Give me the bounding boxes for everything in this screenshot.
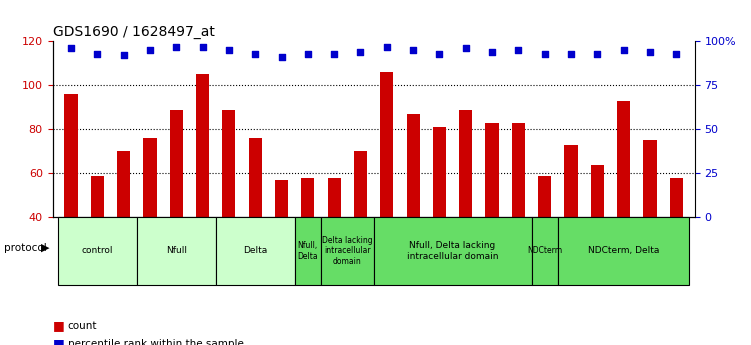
Bar [354, 151, 367, 217]
Text: ■: ■ [53, 319, 65, 333]
Point [197, 44, 209, 49]
Text: protocol: protocol [4, 243, 47, 253]
Point [407, 47, 419, 53]
Bar [216, 217, 294, 285]
Point [617, 47, 629, 53]
Point [65, 46, 77, 51]
Bar [591, 165, 604, 217]
Point [670, 51, 682, 57]
Bar [558, 217, 689, 285]
Bar [137, 217, 216, 285]
Point [118, 53, 130, 58]
Text: Nfull: Nfull [166, 246, 187, 256]
Bar [459, 110, 472, 217]
Point [565, 51, 577, 57]
Text: count: count [68, 321, 97, 331]
Point [512, 47, 524, 53]
Bar [170, 110, 182, 217]
Text: percentile rank within the sample: percentile rank within the sample [68, 339, 243, 345]
Bar [294, 217, 321, 285]
Point [433, 51, 445, 57]
Point [644, 49, 656, 55]
Bar [301, 178, 315, 217]
Text: control: control [82, 246, 113, 256]
Point [144, 47, 156, 53]
Bar [670, 178, 683, 217]
Text: NDCterm, Delta: NDCterm, Delta [588, 246, 659, 256]
Point [538, 51, 550, 57]
Bar [644, 140, 656, 217]
Point [249, 51, 261, 57]
Text: GDS1690 / 1628497_at: GDS1690 / 1628497_at [53, 25, 215, 39]
Bar [222, 110, 236, 217]
Text: Delta: Delta [243, 246, 267, 256]
Text: ▶: ▶ [41, 243, 50, 253]
Bar [433, 127, 446, 217]
Bar [91, 176, 104, 217]
Bar [617, 101, 630, 217]
Point [170, 44, 182, 49]
Bar [511, 123, 525, 217]
Point [92, 51, 104, 57]
Bar [327, 178, 341, 217]
Bar [565, 145, 578, 217]
Point [381, 44, 393, 49]
Point [460, 46, 472, 51]
Bar [117, 151, 130, 217]
Bar [321, 217, 374, 285]
Bar [65, 94, 77, 217]
Bar [538, 176, 551, 217]
Point [328, 51, 340, 57]
Bar [406, 114, 420, 217]
Point [486, 49, 498, 55]
Text: Delta lacking
intracellular
domain: Delta lacking intracellular domain [322, 236, 372, 266]
Point [223, 47, 235, 53]
Bar [58, 217, 137, 285]
Text: Nfull,
Delta: Nfull, Delta [297, 241, 318, 261]
Bar [374, 217, 532, 285]
Point [302, 51, 314, 57]
Bar [532, 217, 558, 285]
Bar [143, 138, 156, 217]
Text: Nfull, Delta lacking
intracellular domain: Nfull, Delta lacking intracellular domai… [407, 241, 499, 261]
Bar [249, 138, 262, 217]
Bar [380, 72, 394, 217]
Bar [485, 123, 499, 217]
Text: NDCterm: NDCterm [527, 246, 562, 256]
Point [591, 51, 603, 57]
Point [276, 55, 288, 60]
Bar [275, 180, 288, 217]
Bar [196, 75, 209, 217]
Point [354, 49, 366, 55]
Text: ■: ■ [53, 337, 65, 345]
